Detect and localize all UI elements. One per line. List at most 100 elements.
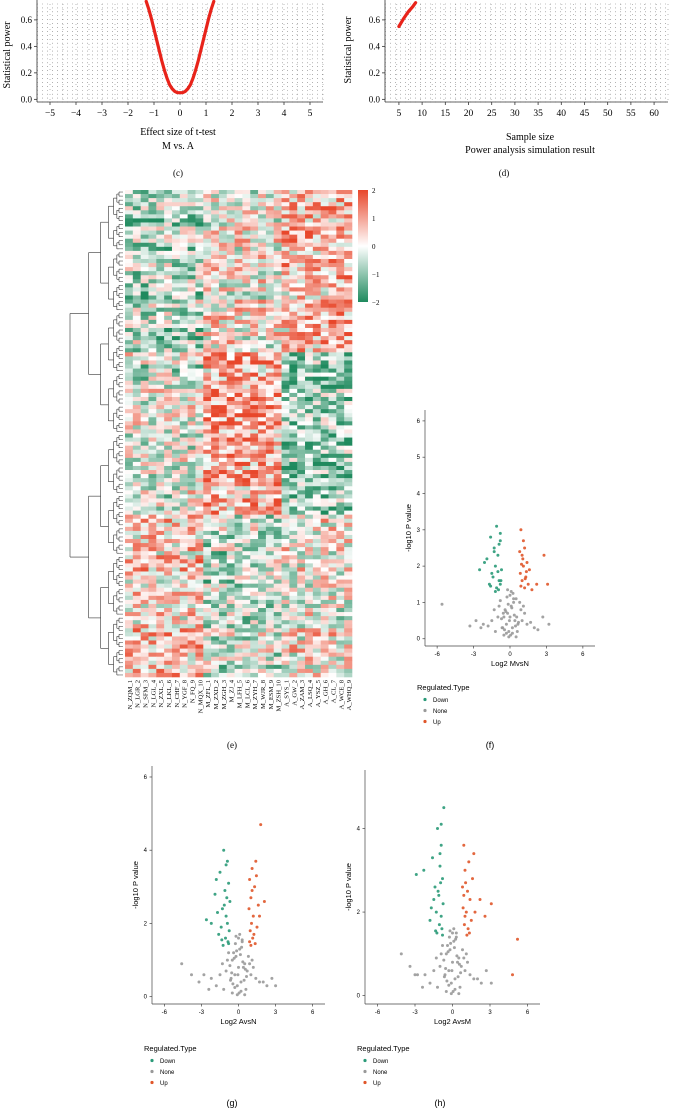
heatmap-cell xyxy=(265,518,275,524)
heatmap-cell xyxy=(179,603,188,609)
heatmap-cell xyxy=(320,514,329,520)
heatmap-cell xyxy=(211,506,220,511)
heatmap-cell xyxy=(250,250,259,256)
heatmap-cell xyxy=(171,218,181,223)
heatmap-cell xyxy=(156,461,165,467)
heatmap-cell xyxy=(179,222,188,227)
heatmap-cell xyxy=(179,413,188,418)
heatmap-cell xyxy=(250,429,259,434)
heatmap-cell xyxy=(242,380,251,386)
heatmap-cell xyxy=(195,534,204,540)
heatmap-cell xyxy=(156,526,165,532)
heatmap-cell xyxy=(344,543,353,548)
heatmap-cell xyxy=(281,372,290,377)
chart-h-point-none xyxy=(459,964,463,968)
chart-g-point-up xyxy=(253,885,257,889)
heatmap-cell xyxy=(171,405,181,410)
heatmap-cell xyxy=(258,222,267,227)
heatmap-cell xyxy=(344,254,353,260)
heatmap-cell xyxy=(336,405,345,410)
heatmap-cell xyxy=(281,530,290,536)
chart-g-point-none xyxy=(202,973,206,977)
heatmap-cell xyxy=(218,555,228,560)
heatmap-cell xyxy=(289,522,298,528)
chart-f-point-up xyxy=(527,568,531,572)
heatmap-cell xyxy=(171,384,181,390)
heatmap-cell xyxy=(187,230,196,235)
heatmap-cell xyxy=(305,429,314,434)
heatmap-cell xyxy=(187,441,196,446)
heatmap-cell xyxy=(320,336,329,341)
heatmap-cell xyxy=(125,299,134,304)
heatmap-cell xyxy=(328,376,337,382)
heatmap-cell xyxy=(179,474,188,479)
heatmap-cell xyxy=(140,421,149,426)
heatmap-cell xyxy=(336,579,345,584)
chart-f-point-up xyxy=(523,577,527,581)
chart-g-point-none xyxy=(244,987,248,991)
heatmap-cell xyxy=(203,445,212,451)
heatmap-cell xyxy=(336,279,345,284)
heatmap-cell xyxy=(242,356,251,361)
heatmap-cell xyxy=(336,303,345,308)
panel-label-c: (c) xyxy=(173,168,183,178)
heatmap-cell xyxy=(273,547,282,552)
heatmap-cell xyxy=(179,194,188,199)
heatmap-cell xyxy=(179,429,188,434)
heatmap-cell xyxy=(156,214,165,219)
heatmap-cell xyxy=(203,194,212,199)
heatmap-cell xyxy=(211,218,220,223)
heatmap-cell xyxy=(140,356,149,361)
heatmap-cell xyxy=(164,238,173,244)
heatmap-cell xyxy=(164,571,173,576)
heatmap-cell xyxy=(242,575,251,580)
heatmap-cell xyxy=(140,234,149,239)
heatmap-cell xyxy=(125,425,134,430)
heatmap-cell xyxy=(226,210,235,215)
heatmap-cell xyxy=(265,534,275,540)
heatmap-cell xyxy=(320,445,329,451)
heatmap-cell xyxy=(297,214,306,219)
chart-d-y-tick-label: 0.4 xyxy=(369,41,381,51)
heatmap-cell xyxy=(156,648,165,653)
heatmap-cell xyxy=(265,441,275,446)
heatmap-cell xyxy=(328,340,337,345)
heatmap-cell xyxy=(336,559,345,564)
heatmap-column-label: A_YSZ_5 xyxy=(315,679,322,707)
heatmap-cell xyxy=(234,368,243,373)
heatmap-cell xyxy=(187,198,196,203)
heatmap-cell xyxy=(132,583,141,589)
heatmap-cell xyxy=(140,603,149,609)
heatmap-cell xyxy=(273,364,282,369)
heatmap-cell xyxy=(195,672,204,678)
heatmap-cell xyxy=(336,616,345,621)
heatmap-cell xyxy=(132,571,141,576)
heatmap-cell xyxy=(305,579,314,584)
heatmap-column-label: A_GH_6 xyxy=(323,679,330,704)
panel-label-g: (g) xyxy=(227,1098,238,1108)
heatmap-cell xyxy=(195,360,204,365)
heatmap-cell xyxy=(273,571,282,576)
chart-f-point-none xyxy=(486,624,490,628)
heatmap-cell xyxy=(320,632,329,637)
heatmap-cell xyxy=(320,392,329,398)
heatmap-cell xyxy=(328,214,337,219)
heatmap-cell xyxy=(203,490,212,495)
heatmap-cell xyxy=(171,421,181,426)
heatmap-cell xyxy=(125,664,134,670)
heatmap-cell xyxy=(226,437,235,442)
heatmap-cell xyxy=(344,518,353,524)
heatmap-cell xyxy=(242,559,251,564)
heatmap-cell xyxy=(218,190,228,195)
heatmap-cell xyxy=(132,364,141,369)
chart-h-point-none xyxy=(454,931,458,935)
heatmap-cell xyxy=(234,441,243,446)
heatmap-cell xyxy=(164,327,173,333)
chart-f-point-none xyxy=(510,606,514,610)
heatmap-cell xyxy=(281,254,290,260)
heatmap-cell xyxy=(234,612,243,617)
heatmap-cell xyxy=(250,319,259,325)
heatmap-cell xyxy=(289,376,298,382)
heatmap-cell xyxy=(328,344,337,349)
heatmap-cell xyxy=(234,315,243,321)
